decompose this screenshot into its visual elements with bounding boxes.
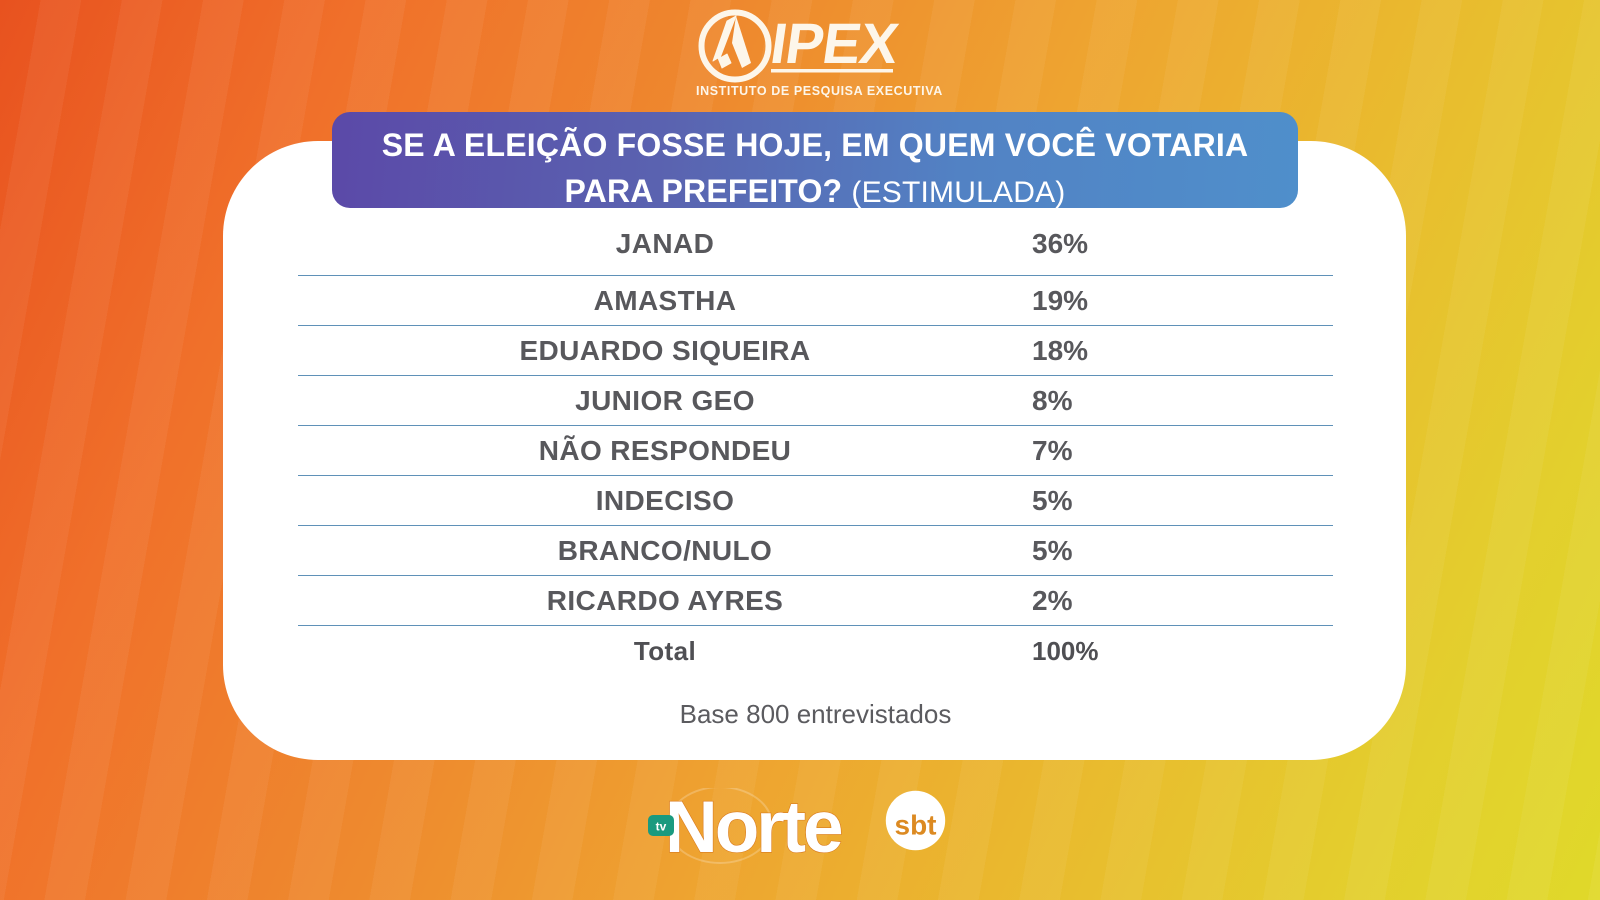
svg-text:tv: tv bbox=[656, 820, 667, 834]
svg-text:Norte: Norte bbox=[665, 788, 842, 868]
svg-text:IPEX: IPEX bbox=[767, 12, 903, 76]
svg-text:sbt: sbt bbox=[895, 810, 937, 841]
